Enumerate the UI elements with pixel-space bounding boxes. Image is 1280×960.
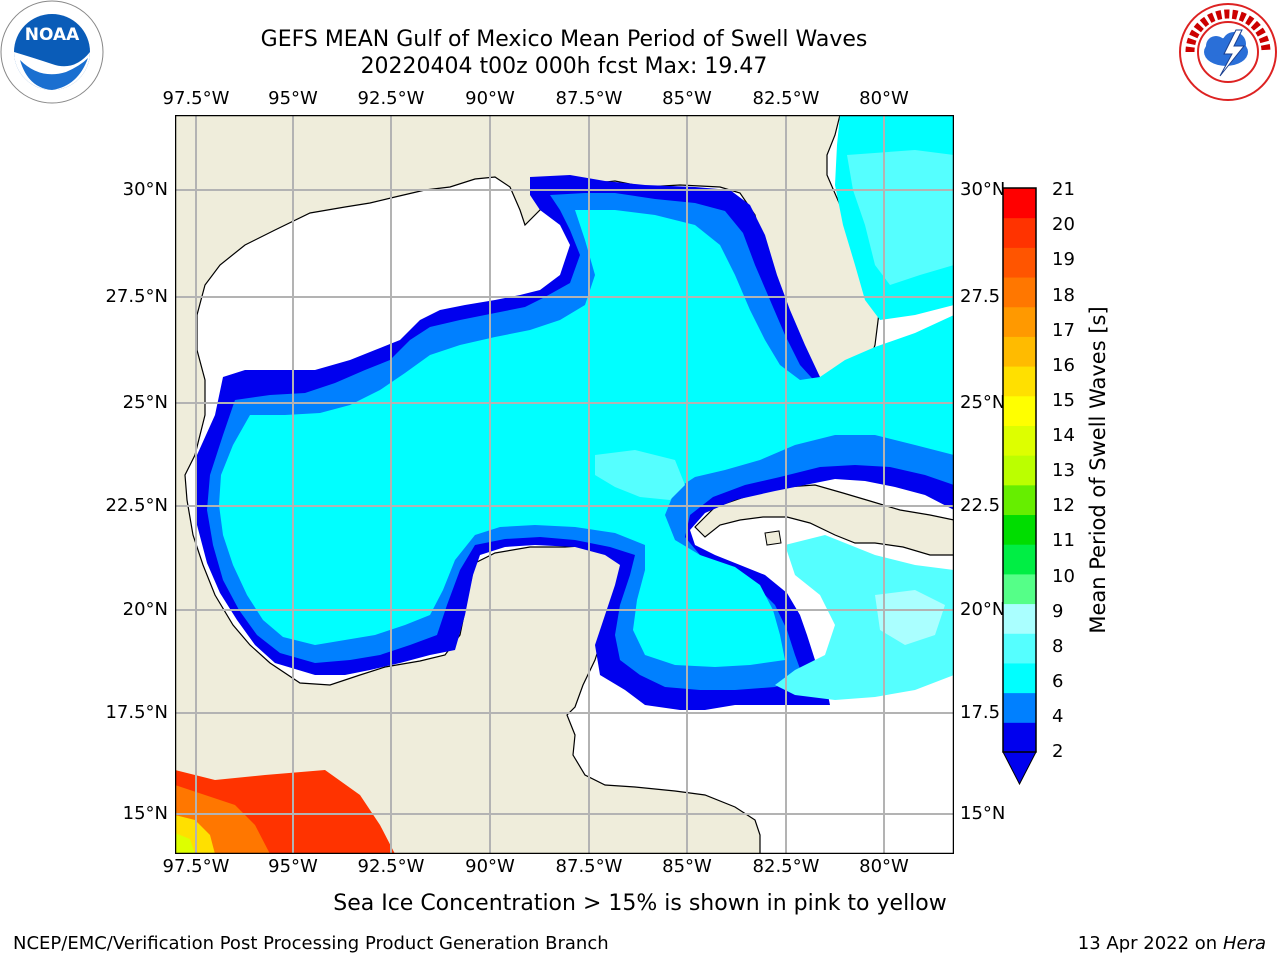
chart-subtitle: 20220404 t00z 000h fcst Max: 19.47 bbox=[360, 54, 768, 79]
x-tick-bottom: 85°W bbox=[662, 856, 712, 877]
x-tick-top: 92.5°W bbox=[357, 88, 425, 109]
swell-field bbox=[195, 115, 954, 710]
colorbar-tick: 20 bbox=[1052, 214, 1075, 235]
x-tick-top: 80°W bbox=[859, 88, 909, 109]
colorbar-block bbox=[1003, 722, 1036, 753]
swell-band-6s bbox=[219, 210, 954, 667]
x-tick-bottom: 90°W bbox=[465, 856, 515, 877]
x-tick-top: 90°W bbox=[465, 88, 515, 109]
colorbar-block bbox=[1003, 514, 1036, 545]
sea-ice-band-13 bbox=[175, 833, 195, 854]
colorbar-tick: 12 bbox=[1052, 495, 1075, 516]
colorbar-block bbox=[1003, 188, 1036, 219]
y-tick-right: 30°N bbox=[960, 179, 1006, 200]
colorbar-extend-arrow bbox=[1002, 751, 1037, 786]
y-tick-right: 15°N bbox=[960, 803, 1006, 824]
colorbar-tick: 15 bbox=[1052, 390, 1075, 411]
y-tick-left: 22.5°N bbox=[105, 495, 168, 516]
colorbar-block bbox=[1003, 395, 1036, 426]
footer-date-text: 13 Apr 2022 on bbox=[1077, 933, 1218, 954]
swell-patch-8s-central bbox=[595, 450, 685, 500]
colorbar-block bbox=[1003, 277, 1036, 308]
colorbar-tick: 2 bbox=[1052, 741, 1064, 762]
x-tick-bottom: 82.5°W bbox=[752, 856, 820, 877]
colorbar-tick: 17 bbox=[1052, 320, 1075, 341]
swell-patch-9s-caribbean bbox=[875, 590, 945, 645]
y-tick-left: 27.5°N bbox=[105, 286, 168, 307]
swell-patch-8s-caribbean bbox=[775, 535, 954, 700]
swell-patch-8s-atlantic-inner bbox=[847, 150, 954, 285]
footer-credit: NCEP/EMC/Verification Post Processing Pr… bbox=[13, 933, 609, 954]
colorbar-tick: 18 bbox=[1052, 285, 1075, 306]
colorbar-frame bbox=[1002, 187, 1037, 753]
x-tick-top: 87.5°W bbox=[555, 88, 623, 109]
noaa-logo-icon: NOAA bbox=[0, 0, 104, 104]
x-tick-bottom: 87.5°W bbox=[555, 856, 623, 877]
x-tick-bottom: 97.5°W bbox=[162, 856, 230, 877]
y-tick-right: 20°N bbox=[960, 599, 1006, 620]
colorbar-block bbox=[1003, 306, 1036, 337]
y-tick-right: 17.5 bbox=[960, 702, 1001, 723]
colorbar-block bbox=[1003, 425, 1036, 456]
y-tick-left: 20°N bbox=[122, 599, 168, 620]
y-tick-left: 25°N bbox=[122, 392, 168, 413]
graticule bbox=[175, 115, 954, 854]
x-tick-bottom: 95°W bbox=[268, 856, 318, 877]
colorbar-tick: 10 bbox=[1052, 566, 1075, 587]
y-tick-left: 17.5°N bbox=[105, 702, 168, 723]
colorbar-tick: 14 bbox=[1052, 425, 1075, 446]
land-cuba bbox=[694, 484, 954, 556]
x-tick-top: 95°W bbox=[268, 88, 318, 109]
noaa-logo-text: NOAA bbox=[25, 25, 80, 45]
gulf-of-mexico-map bbox=[175, 115, 954, 854]
map-frame bbox=[175, 115, 954, 854]
colorbar-block bbox=[1003, 217, 1036, 248]
colorbar-block bbox=[1003, 662, 1036, 694]
y-tick-right: 22.5 bbox=[960, 495, 1001, 516]
colorbar-block bbox=[1003, 544, 1036, 575]
x-tick-top: 97.5°W bbox=[162, 88, 230, 109]
colorbar-block bbox=[1003, 633, 1036, 664]
colorbar-block bbox=[1003, 573, 1036, 605]
land-isla-juventud bbox=[764, 530, 782, 546]
footer-date: 13 Apr 2022 on Hera bbox=[1078, 933, 1266, 954]
colorbar-block bbox=[1003, 336, 1036, 367]
colorbar-tick: 19 bbox=[1052, 249, 1075, 270]
nws-logo-icon bbox=[1179, 3, 1277, 101]
y-tick-left: 30°N bbox=[122, 179, 168, 200]
sea-ice-caption: Sea Ice Concentration > 15% is shown in … bbox=[333, 891, 947, 916]
y-tick-right: 27.5 bbox=[960, 286, 1001, 307]
colorbar bbox=[1002, 187, 1037, 786]
colorbar-block bbox=[1003, 247, 1036, 278]
x-tick-top: 85°W bbox=[662, 88, 712, 109]
footer-host: Hera bbox=[1222, 933, 1266, 954]
colorbar-tick: 9 bbox=[1052, 601, 1064, 622]
colorbar-tick: 16 bbox=[1052, 355, 1075, 376]
x-tick-bottom: 92.5°W bbox=[357, 856, 425, 877]
sea-ice-field bbox=[175, 770, 395, 854]
chart-title: GEFS MEAN Gulf of Mexico Mean Period of … bbox=[260, 27, 868, 52]
colorbar-tick: 6 bbox=[1052, 671, 1064, 692]
colorbar-block bbox=[1003, 455, 1036, 486]
colorbar-block bbox=[1003, 692, 1036, 723]
colorbar-tick: 8 bbox=[1052, 636, 1064, 657]
x-tick-bottom: 80°W bbox=[859, 856, 909, 877]
colorbar-block bbox=[1003, 603, 1036, 634]
colorbar-block bbox=[1003, 484, 1036, 516]
y-tick-right: 25°N bbox=[960, 392, 1006, 413]
colorbar-tick: 13 bbox=[1052, 460, 1075, 481]
colorbar-block bbox=[1003, 366, 1036, 397]
colorbar-tick: 4 bbox=[1052, 706, 1064, 727]
y-tick-left: 15°N bbox=[122, 803, 168, 824]
x-tick-top: 82.5°W bbox=[752, 88, 820, 109]
colorbar-tick: 11 bbox=[1052, 530, 1075, 551]
colorbar-tick: 21 bbox=[1052, 179, 1075, 200]
